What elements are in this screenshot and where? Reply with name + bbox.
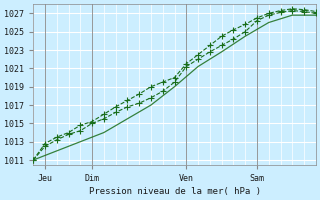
X-axis label: Pression niveau de la mer( hPa ): Pression niveau de la mer( hPa ) — [89, 187, 260, 196]
